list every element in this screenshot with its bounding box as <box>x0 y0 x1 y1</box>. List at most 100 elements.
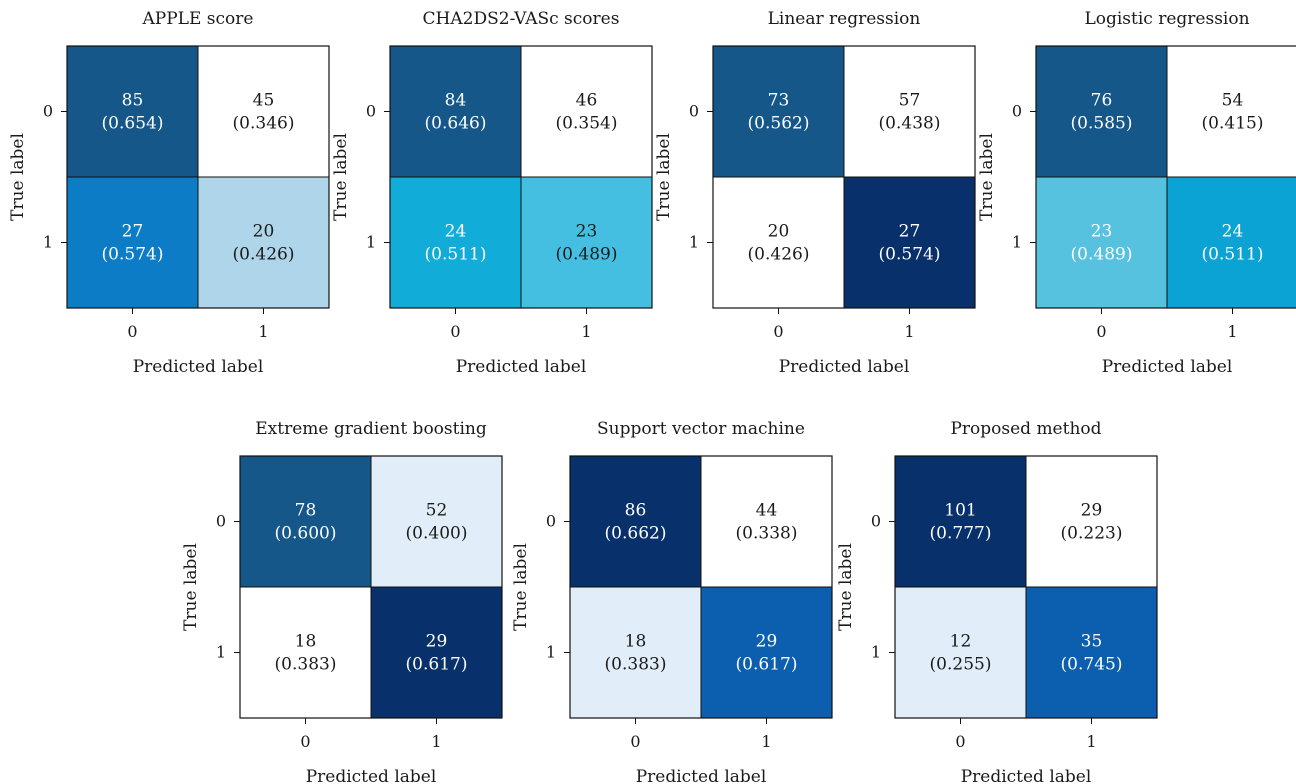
matrix-frame <box>569 455 833 719</box>
x-tick-label: 0 <box>773 322 783 341</box>
matrix-cell <box>843 45 976 178</box>
matrix-cell <box>700 586 833 719</box>
cell-count: 29 <box>756 632 778 652</box>
cell-fraction: (0.617) <box>736 655 798 675</box>
cell-fraction: (0.654) <box>102 114 164 134</box>
cell-count: 27 <box>122 222 144 242</box>
y-axis-label: True label <box>8 133 28 221</box>
cell-count: 20 <box>253 222 275 242</box>
cell-fraction: (0.383) <box>605 655 667 675</box>
matrix-cell <box>1025 586 1158 719</box>
cell-fraction: (0.426) <box>233 245 295 265</box>
cell-fraction: (0.489) <box>1071 245 1133 265</box>
matrix-cell <box>712 176 845 309</box>
cell-fraction: (0.400) <box>406 524 468 544</box>
cell-fraction: (0.415) <box>1202 114 1264 134</box>
x-tick-label: 1 <box>581 322 591 341</box>
cell-fraction: (0.662) <box>605 524 667 544</box>
x-tick-label: 0 <box>300 732 310 751</box>
x-tick-label: 0 <box>450 322 460 341</box>
y-axis-label: True label <box>654 133 674 221</box>
matrix-frame <box>66 45 330 309</box>
y-tick-label: 0 <box>216 512 226 531</box>
panel-title: APPLE score <box>142 9 254 29</box>
matrix-cell <box>66 45 199 178</box>
cell-count: 23 <box>1091 222 1113 242</box>
panel-title: CHA2DS2-VASc scores <box>423 9 620 29</box>
cell-fraction: (0.646) <box>425 114 487 134</box>
matrix-cell <box>197 176 330 309</box>
y-tick-label: 0 <box>546 512 556 531</box>
y-tick-label: 1 <box>1012 233 1022 252</box>
matrix-cell <box>700 455 833 588</box>
x-tick-label: 0 <box>1096 322 1106 341</box>
cell-fraction: (0.574) <box>102 245 164 265</box>
matrix-cell <box>370 586 503 719</box>
cell-fraction: (0.585) <box>1071 114 1133 134</box>
matrix-cell <box>389 45 522 178</box>
cell-count: 57 <box>899 91 921 111</box>
y-tick-label: 0 <box>871 512 881 531</box>
x-axis-label: Predicted label <box>779 357 910 377</box>
confusion-matrix-panel: Extreme gradient boosting 78 (0.600) 52 (0.4… <box>181 419 503 784</box>
cell-fraction: (0.562) <box>748 114 810 134</box>
confusion-matrix-panel: Logistic regression 76 (0.585) 54 (0.415) 23 (… <box>977 9 1296 377</box>
matrix-cell <box>197 45 330 178</box>
cell-count: 78 <box>295 501 317 521</box>
cell-fraction: (0.346) <box>233 114 295 134</box>
x-axis-label: Predicted label <box>636 767 767 784</box>
cell-fraction: (0.438) <box>879 114 941 134</box>
y-tick-label: 0 <box>689 102 699 121</box>
x-tick-label: 1 <box>904 322 914 341</box>
cell-count: 24 <box>1222 222 1244 242</box>
cell-fraction: (0.617) <box>406 655 468 675</box>
y-tick-label: 1 <box>546 643 556 662</box>
x-tick-label: 1 <box>1227 322 1237 341</box>
cell-fraction: (0.600) <box>275 524 337 544</box>
x-tick-label: 0 <box>630 732 640 751</box>
cell-count: 29 <box>426 632 448 652</box>
panel-title: Extreme gradient boosting <box>255 419 487 439</box>
cell-fraction: (0.574) <box>879 245 941 265</box>
cell-count: 24 <box>445 222 467 242</box>
matrix-frame <box>894 455 1158 719</box>
matrix-cell <box>894 455 1027 588</box>
x-tick-label: 0 <box>127 322 137 341</box>
confusion-matrix-panel: Support vector machine 86 (0.662) 44 (0.338)… <box>511 419 833 784</box>
panel-title: Support vector machine <box>597 419 805 439</box>
y-tick-label: 0 <box>1012 102 1022 121</box>
cell-count: 85 <box>122 91 144 111</box>
cell-fraction: (0.383) <box>275 655 337 675</box>
confusion-matrix-panel: Linear regression 73 (0.562) 57 (0.438) 20 (0.… <box>654 9 976 377</box>
matrix-cell <box>1035 45 1168 178</box>
matrix-cell <box>1166 176 1296 309</box>
cell-count: 23 <box>576 222 598 242</box>
matrix-cell <box>370 455 503 588</box>
confusion-matrix-panel: Proposed method101(0.777)29(0.223)12(0.2… <box>836 419 1158 784</box>
matrix-cell <box>569 586 702 719</box>
cell-count: 76 <box>1091 91 1113 111</box>
x-tick-label: 1 <box>258 322 268 341</box>
y-tick-label: 1 <box>871 643 881 662</box>
cell-count: 29 <box>1081 501 1103 521</box>
cell-count: 86 <box>625 501 647 521</box>
cell-count: 73 <box>768 91 790 111</box>
matrix-cell <box>894 586 1027 719</box>
matrix-cell <box>66 176 199 309</box>
cell-fraction: (0.338) <box>736 524 798 544</box>
x-tick-label: 1 <box>431 732 441 751</box>
cell-count: 52 <box>426 501 448 521</box>
matrix-cell <box>1025 455 1158 588</box>
panel-title: Logistic regression <box>1084 9 1249 29</box>
cell-count: 12 <box>950 632 972 652</box>
matrix-cell <box>712 45 845 178</box>
cell-fraction: (0.255) <box>930 655 992 675</box>
matrix-frame <box>1035 45 1296 309</box>
cell-fraction: (0.354) <box>556 114 618 134</box>
matrix-cell <box>1166 45 1296 178</box>
panel-title: Linear regression <box>768 9 921 29</box>
y-axis-label: True label <box>836 543 856 631</box>
x-axis-label: Predicted label <box>456 357 587 377</box>
x-tick-label: 0 <box>955 732 965 751</box>
cell-fraction: (0.223) <box>1061 524 1123 544</box>
